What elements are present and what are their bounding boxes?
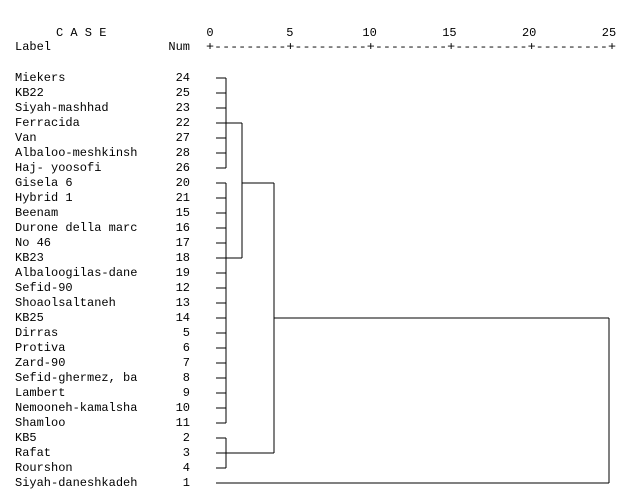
row-num: 10 bbox=[176, 401, 190, 415]
row-num: 16 bbox=[176, 221, 190, 235]
row-label: Siyah-daneshkadeh bbox=[15, 476, 137, 490]
row-label: Sefid-ghermez, ba bbox=[15, 371, 137, 385]
row-num: 14 bbox=[176, 311, 190, 325]
tree bbox=[216, 77, 610, 484]
row-num: 5 bbox=[183, 326, 190, 340]
row-label: Gisela 6 bbox=[15, 176, 73, 190]
row-label: Van bbox=[15, 131, 37, 145]
row-label: Dirras bbox=[15, 326, 58, 340]
row-num: 21 bbox=[176, 191, 190, 205]
row-label: Protiva bbox=[15, 341, 65, 355]
case-header: C A S E bbox=[56, 26, 106, 40]
row-num: 24 bbox=[176, 71, 190, 85]
row-num: 19 bbox=[176, 266, 190, 280]
scale-tick-label: 20 bbox=[522, 26, 536, 40]
scale-tick-label: 10 bbox=[362, 26, 376, 40]
row-label: Albaloo-meshkinsh bbox=[15, 146, 137, 160]
row-label: Ferracida bbox=[15, 116, 80, 130]
num-header: Num bbox=[168, 40, 190, 54]
row-label: Albaloogilas-dane bbox=[15, 266, 137, 280]
row-num: 6 bbox=[183, 341, 190, 355]
row-label: Miekers bbox=[15, 71, 65, 85]
row-num: 4 bbox=[183, 461, 190, 475]
row-num: 3 bbox=[183, 446, 190, 460]
row-label: Sefid-90 bbox=[15, 281, 73, 295]
label-header: Label bbox=[15, 40, 51, 54]
row-label: Siyah-mashhad bbox=[15, 101, 109, 115]
scale-rule: +---------+---------+---------+---------… bbox=[206, 40, 616, 54]
row-label: Rourshon bbox=[15, 461, 73, 475]
scale-tick-label: 25 bbox=[602, 26, 616, 40]
row-num: 8 bbox=[183, 371, 190, 385]
row-num: 1 bbox=[183, 476, 190, 490]
row-label: KB22 bbox=[15, 86, 44, 100]
row-label: KB25 bbox=[15, 311, 44, 325]
row-num: 23 bbox=[176, 101, 190, 115]
row-label: Durone della marc bbox=[15, 221, 137, 235]
row-num: 13 bbox=[176, 296, 190, 310]
row-label: Lambert bbox=[15, 386, 65, 400]
row-num: 17 bbox=[176, 236, 190, 250]
scale-tick-label: 15 bbox=[442, 26, 456, 40]
row-label: KB5 bbox=[15, 431, 37, 445]
row-label: Shamloo bbox=[15, 416, 65, 430]
scale-tick-label: 5 bbox=[286, 26, 293, 40]
row-label: KB23 bbox=[15, 251, 44, 265]
row-label: Haj- yoosofi bbox=[15, 161, 101, 175]
row-label: Shoaolsaltaneh bbox=[15, 296, 116, 310]
scale-tick-label: 0 bbox=[206, 26, 213, 40]
row-num: 22 bbox=[176, 116, 190, 130]
row-num: 9 bbox=[183, 386, 190, 400]
row-label: Nemooneh-kamalsha bbox=[15, 401, 137, 415]
row-num: 27 bbox=[176, 131, 190, 145]
row-num: 26 bbox=[176, 161, 190, 175]
row-num: 18 bbox=[176, 251, 190, 265]
row-label: Rafat bbox=[15, 446, 51, 460]
row-num: 2 bbox=[183, 431, 190, 445]
row-num: 20 bbox=[176, 176, 190, 190]
row-label: No 46 bbox=[15, 236, 51, 250]
row-label: Hybrid 1 bbox=[15, 191, 73, 205]
row-num: 15 bbox=[176, 206, 190, 220]
row-label: Beenam bbox=[15, 206, 58, 220]
row-label: Zard-90 bbox=[15, 356, 65, 370]
row-num: 11 bbox=[176, 416, 190, 430]
row-num: 25 bbox=[176, 86, 190, 100]
row-num: 28 bbox=[176, 146, 190, 160]
row-num: 7 bbox=[183, 356, 190, 370]
row-num: 12 bbox=[176, 281, 190, 295]
